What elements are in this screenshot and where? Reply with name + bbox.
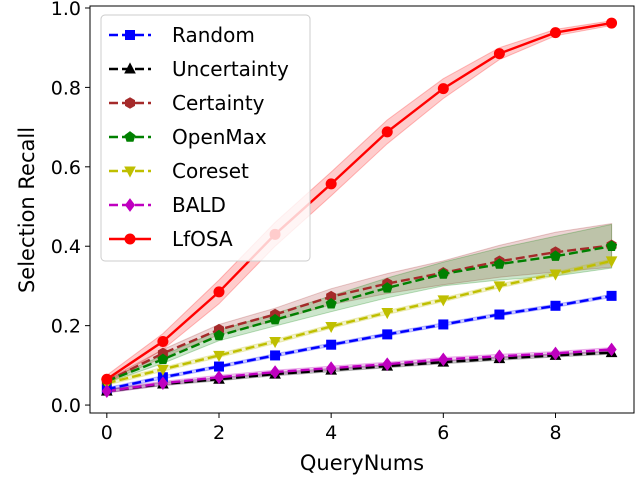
series-lines — [106, 21, 612, 393]
legend-marker-coreset — [124, 166, 136, 178]
point-openmax — [157, 353, 169, 365]
point-coreset — [325, 321, 337, 334]
point-bald — [269, 365, 281, 379]
point-bald — [606, 342, 617, 357]
series-markers — [100, 17, 618, 398]
y-tick-label: 0.0 — [51, 395, 81, 417]
plot-frame — [89, 5, 635, 414]
line-bald — [106, 348, 612, 393]
point-random — [382, 329, 393, 340]
point-coreset — [437, 295, 450, 307]
point-random — [550, 300, 561, 311]
legend-marker-openmax — [124, 131, 136, 142]
point-openmax — [213, 329, 225, 341]
legend-marker-bald — [124, 198, 136, 212]
legend-label-bald: BALD — [172, 193, 226, 217]
line-random — [106, 294, 612, 391]
point-bald — [550, 346, 561, 361]
legend-label-coreset: Coreset — [172, 159, 249, 183]
point-openmax — [437, 268, 449, 279]
point-lfosa — [325, 178, 337, 190]
x-tick-label: 4 — [325, 422, 337, 444]
point-bald — [101, 384, 112, 398]
point-lfosa — [606, 17, 618, 29]
point-random — [213, 361, 224, 372]
point-random — [326, 339, 337, 350]
point-bald — [438, 352, 449, 367]
point-openmax — [269, 313, 281, 325]
point-coreset — [157, 364, 169, 376]
point-bald — [494, 349, 505, 364]
x-tick-label: 2 — [213, 422, 225, 444]
legend-label-certainty: Certainty — [172, 91, 265, 115]
legend-label-random: Random — [172, 23, 255, 47]
line-openmax — [106, 245, 612, 383]
point-random — [606, 290, 617, 301]
legend-marker-uncertainty — [124, 62, 136, 74]
point-coreset — [605, 256, 618, 268]
point-lfosa — [101, 373, 113, 385]
y-tick-label: 0.2 — [51, 316, 81, 338]
legend-label-uncertainty: Uncertainty — [172, 57, 289, 81]
line-certainty — [106, 244, 612, 383]
point-lfosa — [157, 336, 169, 348]
line-lfosa — [106, 21, 612, 381]
line-uncertainty — [106, 351, 612, 393]
x-tick-label: 8 — [549, 422, 561, 444]
point-bald — [382, 357, 393, 371]
x-tick-label: 6 — [437, 422, 449, 444]
legend-label-lfosa: LfOSA — [172, 227, 233, 251]
point-lfosa — [213, 286, 225, 298]
point-bald — [157, 376, 169, 391]
legend: Random Uncertainty Certainty OpenMax Coreset… — [100, 14, 311, 262]
y-tick-label: 0.6 — [51, 157, 81, 179]
point-openmax — [493, 258, 505, 269]
point-random — [438, 319, 449, 330]
axis-ticks: 0 2 4 6 8 0.0 0.2 0.4 0.6 0.8 1.0 — [51, 0, 562, 444]
line-coreset — [106, 259, 612, 385]
point-coreset — [493, 281, 506, 293]
point-bald — [213, 370, 225, 385]
point-openmax — [381, 282, 393, 293]
legend-box — [100, 14, 311, 262]
y-tick-label: 1.0 — [51, 0, 81, 20]
point-openmax — [325, 297, 337, 309]
point-openmax — [549, 250, 562, 261]
point-random — [494, 309, 505, 320]
legend-marker-lfosa — [124, 233, 136, 245]
legend-label-openmax: OpenMax — [172, 125, 267, 149]
legend-marker-random — [125, 30, 135, 40]
y-tick-label: 0.8 — [51, 77, 81, 99]
point-lfosa — [381, 126, 393, 138]
legend-marker-certainty — [125, 97, 135, 109]
y-axis-label: Selection Recall — [15, 127, 39, 293]
point-lfosa — [437, 83, 449, 95]
y-tick-label: 0.4 — [51, 236, 81, 258]
point-lfosa — [493, 48, 505, 60]
point-bald — [326, 361, 337, 375]
point-coreset — [381, 308, 394, 320]
point-coreset — [269, 337, 281, 349]
point-lfosa — [549, 27, 561, 39]
x-axis-label: QueryNums — [300, 451, 424, 475]
x-tick-label: 0 — [101, 422, 113, 444]
point-openmax — [606, 240, 618, 251]
point-coreset — [213, 350, 225, 362]
point-coreset — [549, 269, 562, 281]
point-random — [270, 350, 281, 361]
